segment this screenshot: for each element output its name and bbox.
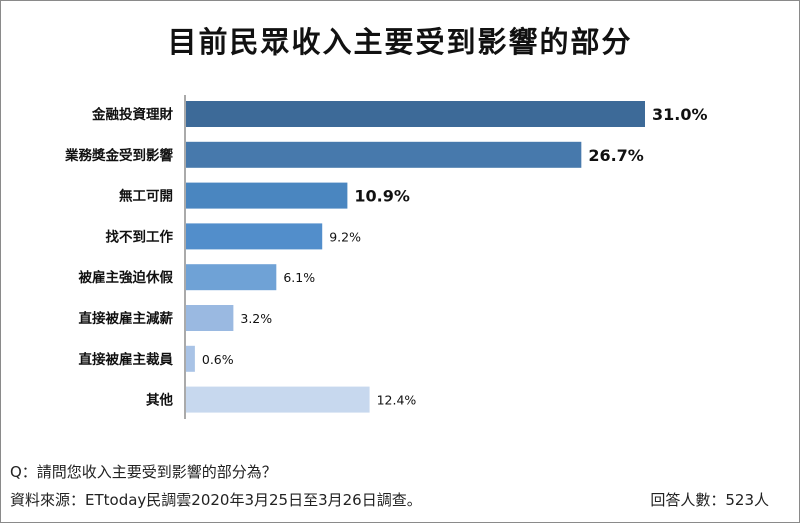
bar bbox=[186, 141, 582, 168]
value-label: 0.6% bbox=[202, 352, 234, 367]
category-label: 無工可開 bbox=[119, 188, 173, 205]
data-source: 資料來源：ETtoday民調雲2020年3月25日至3月26日調查。 bbox=[10, 491, 422, 509]
bar bbox=[186, 305, 234, 331]
bar bbox=[186, 386, 370, 413]
value-label: 26.7% bbox=[588, 146, 644, 165]
bar bbox=[186, 182, 348, 209]
value-label: 3.2% bbox=[240, 311, 272, 326]
bar bbox=[186, 345, 195, 372]
category-label: 被雇主強迫休假 bbox=[79, 269, 174, 286]
category-label: 金融投資理財 bbox=[91, 106, 173, 123]
value-label: 10.9% bbox=[354, 187, 410, 206]
bar bbox=[186, 101, 645, 127]
category-label: 其他 bbox=[146, 392, 173, 409]
category-label: 直接被雇主減薪 bbox=[79, 310, 174, 327]
value-label: 6.1% bbox=[283, 270, 315, 285]
value-label: 9.2% bbox=[329, 229, 361, 244]
footer-row: 資料來源：ETtoday民調雲2020年3月25日至3月26日調查。 回答人數：… bbox=[10, 489, 769, 510]
respondent-count: 回答人數：523人 bbox=[650, 491, 769, 509]
value-label: 31.0% bbox=[652, 105, 708, 124]
bar-chart: 金融投資理財 31.0% 業務獎金受到影響 26.7% 無工可開 10.9% 找不到工作 9.… bbox=[64, 95, 708, 419]
bar bbox=[186, 223, 323, 250]
category-label: 直接被雇主裁員 bbox=[79, 351, 174, 368]
chart-title: 目前民眾收入主要受到影響的部分 bbox=[167, 25, 633, 59]
category-label: 業務獎金受到影響 bbox=[64, 147, 173, 164]
survey-question: Q：請問您收入主要受到影響的部分為？ bbox=[10, 463, 277, 481]
value-label: 12.4% bbox=[377, 393, 417, 408]
category-label: 找不到工作 bbox=[106, 228, 174, 245]
bar bbox=[186, 264, 277, 291]
